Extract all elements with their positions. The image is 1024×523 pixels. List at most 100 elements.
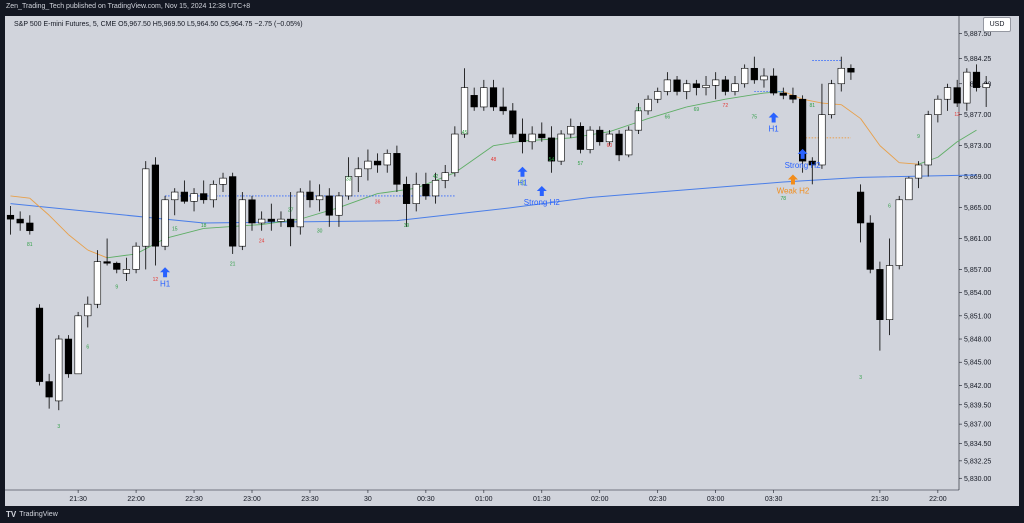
candle-body (702, 84, 710, 88)
bar-count-label: 81 (27, 242, 33, 248)
price-tick-label: 5,861.00 (964, 236, 991, 243)
ema-fast-segment (647, 106, 687, 119)
ema-fast-segment (10, 195, 30, 199)
time-tick-label: 21:30 (69, 496, 87, 503)
ema-fast-segment (879, 145, 900, 163)
price-tick-label: 5,848.00 (964, 337, 991, 344)
bar-count-label: 6 (86, 344, 89, 350)
bar-count-label: 63 (636, 107, 642, 113)
signal-label: H1 (160, 279, 171, 288)
candle-body (654, 91, 662, 100)
signal-label: H1 (517, 179, 528, 188)
signal-up-arrow-icon (768, 112, 779, 123)
candle-body (489, 87, 498, 108)
candle-body (6, 214, 15, 220)
candle-body (122, 269, 131, 274)
tradingview-label: TradingView (19, 511, 58, 518)
candle-body (866, 222, 874, 270)
candle-body (171, 191, 179, 201)
candle-body (161, 199, 169, 247)
signal-up-arrow-icon (787, 174, 798, 185)
ema-fast-segment (493, 140, 523, 147)
price-tick-label: 5,873.00 (964, 143, 991, 150)
candle-body (731, 83, 739, 92)
candle-body (905, 177, 913, 201)
candle-body (402, 184, 411, 204)
candle-body (943, 87, 952, 100)
price-tick-label: 5,884.25 (964, 56, 991, 63)
price-tick-label: 5,839.50 (964, 402, 991, 409)
candle-body (422, 184, 430, 197)
candle-body (354, 168, 362, 177)
candle-body (760, 75, 768, 81)
signal-label: Strong H2 (785, 161, 822, 170)
candle-body (383, 153, 391, 166)
price-chart[interactable]: 5,887.505,884.255,881.005,877.005,873.00… (5, 16, 1019, 506)
candle-body (277, 218, 285, 222)
price-tick-label: 5,842.00 (964, 383, 991, 390)
ema-fast-segment (454, 145, 494, 174)
candle-body (238, 199, 246, 247)
time-tick-label: 23:30 (301, 496, 319, 503)
publisher-text: Zen_Trading_Tech published on TradingVie… (6, 3, 251, 10)
candle-body (499, 106, 507, 112)
candle-body (74, 315, 82, 375)
candle-body (741, 67, 749, 85)
bar-count-label: 69 (694, 107, 700, 113)
candle-body (258, 218, 266, 224)
candle-body (576, 125, 585, 150)
candle-body (219, 177, 227, 185)
time-tick-label: 01:30 (533, 496, 551, 503)
candle-body (770, 75, 778, 94)
time-tick-label: 23:00 (243, 496, 261, 503)
candle-body (692, 83, 700, 88)
price-tick-label: 5,851.00 (964, 313, 991, 320)
candle-body (586, 129, 594, 150)
candle-body (64, 338, 73, 375)
candle-body (663, 79, 671, 92)
signal-label: Strong H2 (524, 198, 561, 207)
candle-body (673, 79, 681, 92)
candle-body (209, 184, 217, 201)
candle-body (190, 193, 198, 202)
candle-body (634, 110, 642, 131)
bar-count-label: 78 (781, 196, 787, 202)
candle-body (953, 87, 961, 104)
candle-body (200, 193, 208, 201)
time-tick-label: 03:30 (765, 496, 783, 503)
time-tick-label: 22:00 (929, 496, 947, 503)
ema-fast-segment (164, 227, 204, 239)
bar-count-label: 3 (57, 424, 60, 430)
bar-count-label: 39 (404, 223, 410, 229)
candle-body (895, 199, 903, 266)
time-tick-label: 22:30 (185, 496, 203, 503)
candle-body (605, 133, 614, 143)
tradingview-logo-icon: TV (6, 510, 17, 519)
candle-body (972, 71, 981, 88)
candle-body (876, 269, 884, 320)
candle-body (393, 153, 401, 185)
symbol-legend: S&P 500 E-mini Futures, 5, CME O5,967.50… (14, 21, 303, 28)
time-tick-label: 02:30 (649, 496, 667, 503)
candle-body (16, 218, 24, 224)
signal-up-arrow-icon (536, 186, 547, 197)
candle-body (35, 307, 44, 382)
candle-body (26, 222, 34, 232)
signal-up-arrow-icon (517, 166, 528, 177)
currency-button[interactable]: USD (983, 17, 1011, 32)
candle-body (248, 199, 256, 224)
bar-count-label: 27 (288, 207, 294, 213)
ema-fast-segment (899, 162, 919, 165)
candle-body (615, 133, 623, 156)
tradingview-logo[interactable]: TV TradingView (6, 510, 58, 519)
bar-count-label: 48 (491, 157, 497, 163)
bar-count-label: 75 (752, 115, 758, 121)
candle-body (827, 83, 836, 115)
candle-body (518, 133, 527, 143)
candle-body (103, 261, 111, 264)
bar-count-label: 30 (317, 228, 323, 234)
candle-body (509, 110, 517, 135)
plot-area[interactable]: 5,887.505,884.255,881.005,877.005,873.00… (5, 16, 1019, 506)
candle-body (113, 262, 121, 270)
